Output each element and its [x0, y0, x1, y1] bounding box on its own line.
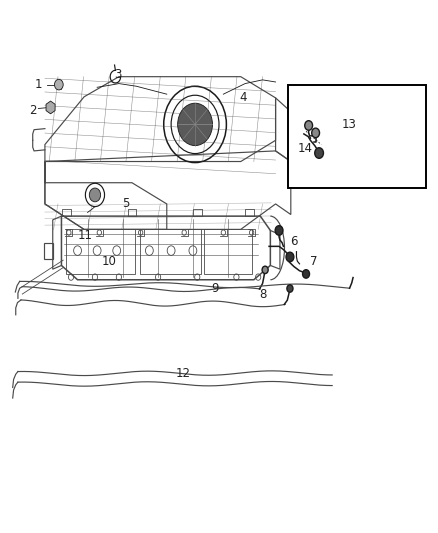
Text: 2: 2 [29, 103, 36, 117]
Circle shape [262, 266, 268, 273]
Circle shape [178, 103, 212, 146]
Bar [140, 229, 201, 274]
Circle shape [315, 148, 323, 158]
Text: 10: 10 [102, 255, 117, 268]
Circle shape [287, 285, 293, 292]
Text: 12: 12 [176, 367, 191, 380]
Text: 8: 8 [259, 288, 266, 301]
Circle shape [303, 270, 310, 278]
Text: 11: 11 [78, 229, 93, 242]
Text: 5: 5 [122, 197, 129, 211]
Text: 4: 4 [239, 91, 247, 104]
Bar [288, 85, 426, 188]
Text: 13: 13 [341, 118, 356, 131]
Circle shape [305, 120, 313, 130]
Text: 7: 7 [310, 255, 318, 268]
Text: 1: 1 [35, 78, 42, 91]
Circle shape [54, 79, 63, 90]
Circle shape [275, 225, 283, 235]
Text: 14: 14 [298, 142, 313, 155]
Bar [66, 229, 135, 274]
Text: 9: 9 [211, 282, 219, 295]
Bar [204, 229, 252, 274]
Circle shape [89, 188, 101, 202]
Text: 6: 6 [290, 235, 297, 248]
Text: 3: 3 [114, 68, 122, 81]
Circle shape [312, 128, 320, 138]
Circle shape [286, 252, 294, 262]
